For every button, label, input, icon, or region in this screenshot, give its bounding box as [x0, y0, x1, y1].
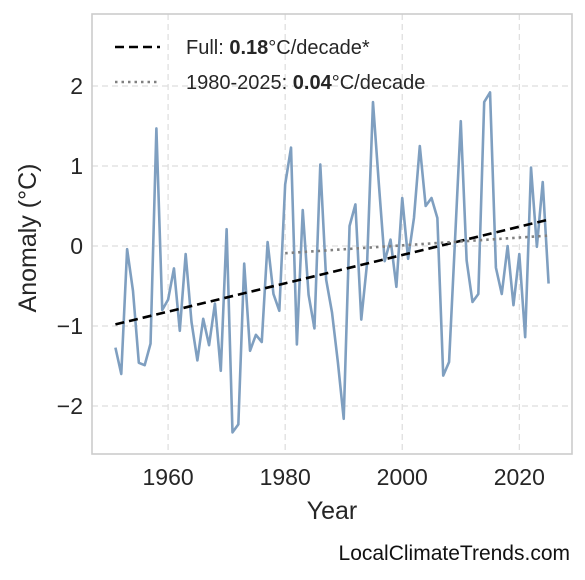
y-axis-label: Anomaly (°C): [14, 164, 42, 313]
legend-recent-text: 1980-2025: 0.04°C/decade: [186, 72, 425, 94]
legend-full-text: Full: 0.18°C/decade*: [186, 37, 370, 59]
y-tick-label: −1: [57, 313, 83, 339]
x-tick-label: 1960: [143, 464, 194, 490]
y-tick-label: 0: [70, 233, 83, 259]
tick-labels: 1960 1980 2000 2020 −2 −1 0 1 2: [57, 73, 545, 490]
legend-full-prefix: Full:: [186, 37, 229, 59]
legend-recent-suffix: °C/decade: [332, 72, 426, 94]
legend-recent-prefix: 1980-2025:: [186, 72, 293, 94]
series-layer: [114, 91, 550, 434]
plot-frame: [91, 13, 573, 455]
x-tick-label: 1980: [260, 464, 311, 490]
legend: Full: 0.18°C/decade* 1980-2025: 0.04°C/d…: [115, 37, 425, 94]
y-tick-label: 1: [70, 153, 83, 179]
y-tick-label: 2: [70, 73, 83, 99]
watermark: LocalClimateTrends.com: [339, 542, 570, 565]
legend-full-suffix: °C/decade*: [268, 37, 370, 59]
legend-full-rate: 0.18: [229, 37, 268, 59]
full-trend-line: [115, 218, 549, 326]
recent-trend-line: [285, 234, 549, 255]
x-tick-label: 2000: [377, 464, 428, 490]
x-tick-label: 2020: [494, 464, 545, 490]
trend-layer: [115, 218, 549, 326]
x-axis-label: Year: [307, 497, 358, 525]
anomaly-series-line: [114, 91, 550, 434]
grid-lines: [92, 14, 572, 454]
y-tick-label: −2: [57, 393, 83, 419]
legend-recent-rate: 0.04: [293, 72, 333, 94]
